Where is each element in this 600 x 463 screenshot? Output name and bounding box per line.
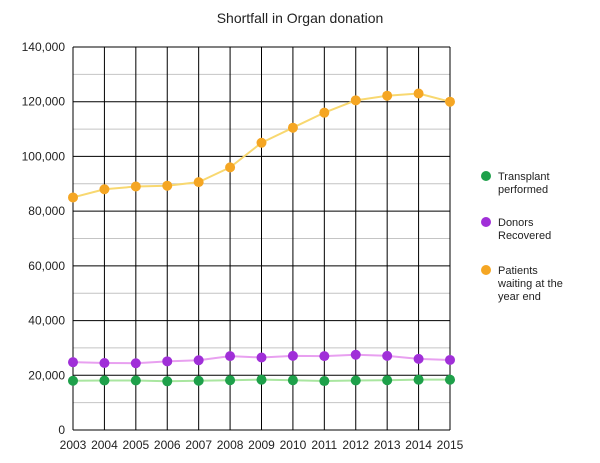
data-point [287,122,298,133]
data-point [162,356,173,367]
y-tick-label: 60,000 [28,259,65,273]
legend-label: Donors [498,217,534,229]
x-tick-label: 2012 [342,438,369,452]
data-point [445,374,455,385]
x-tick-label: 2014 [405,438,432,452]
legend-label: Transplant [498,171,550,183]
x-tick-label: 2005 [122,438,149,452]
data-point [225,351,236,362]
data-point [193,177,204,188]
legend-label: waiting at the [497,278,563,290]
data-point [287,350,298,361]
data-point [445,96,455,107]
data-point [413,88,424,99]
data-point [68,375,78,386]
data-point [193,355,204,366]
data-point [256,374,267,385]
data-point [319,107,330,118]
data-point [382,375,393,386]
data-point [445,354,455,365]
series-2 [68,88,455,203]
data-point [350,375,361,386]
data-point [225,375,236,386]
data-point [68,357,78,368]
legend-label: performed [498,184,548,196]
data-point [382,350,393,361]
y-tick-label: 120,000 [22,95,66,109]
legend-label: Patients [498,265,538,277]
y-tick-label: 40,000 [28,314,65,328]
y-tick-label: 0 [58,423,65,437]
data-point [99,184,110,195]
data-point [193,375,204,386]
x-tick-label: 2006 [154,438,181,452]
data-point [162,376,173,387]
data-point [319,376,330,387]
legend-label: year end [498,291,541,303]
chart-series [68,88,455,387]
series-1 [68,349,455,369]
data-point [413,353,424,364]
data-point [99,375,110,386]
data-point [130,181,141,192]
legend-marker [481,171,491,181]
legend-marker [481,217,491,227]
data-point [350,349,361,360]
chart-axes: 0 20,000 40,000 60,000 80,000 100,000 120,000 1… [22,40,464,452]
data-point [162,180,173,191]
data-point [99,357,110,368]
series-0 [68,374,455,387]
chart-title: Shortfall in Organ donation [217,10,384,26]
data-point [225,162,236,173]
data-point [319,351,330,362]
data-point [256,137,267,148]
legend-marker [481,265,491,275]
y-tick-label: 80,000 [28,204,65,218]
data-point [382,90,393,101]
data-point [130,358,141,369]
data-point [256,352,267,363]
y-tick-label: 100,000 [22,149,66,163]
y-tick-label: 140,000 [22,40,66,54]
x-tick-label: 2015 [437,438,464,452]
x-tick-label: 2009 [248,438,275,452]
x-tick-label: 2010 [280,438,307,452]
data-point [413,374,424,385]
data-point [350,95,361,106]
x-tick-label: 2008 [217,438,244,452]
data-point [130,375,141,386]
chart-grid [72,46,451,431]
x-tick-label: 2007 [185,438,212,452]
x-tick-label: 2013 [374,438,401,452]
legend-label: Recovered [498,230,551,242]
x-tick-label: 2004 [91,438,118,452]
x-tick-label: 2003 [60,438,87,452]
y-tick-label: 20,000 [28,368,65,382]
x-tick-label: 2011 [311,438,337,452]
data-point [287,375,298,386]
data-point [68,192,78,203]
